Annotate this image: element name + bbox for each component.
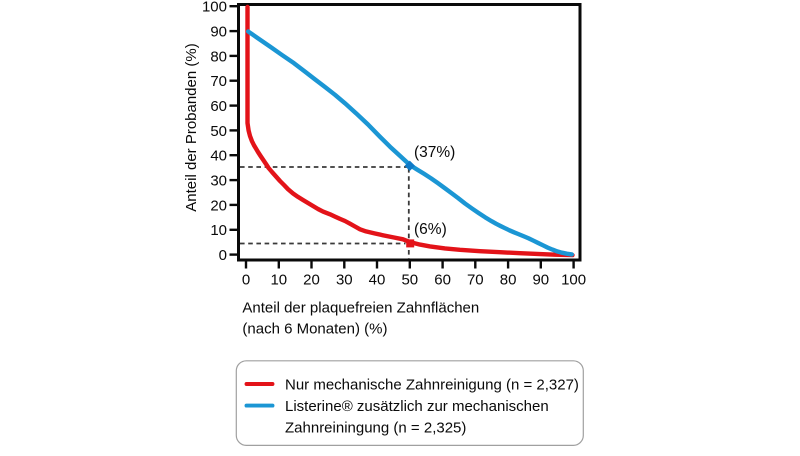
svg-text:30: 30 bbox=[336, 272, 353, 289]
svg-text:(37%): (37%) bbox=[414, 144, 455, 161]
svg-text:60: 60 bbox=[434, 272, 451, 289]
svg-text:20: 20 bbox=[303, 272, 320, 289]
svg-text:Anteil der plaquefreien Zahnfl: Anteil der plaquefreien Zahnflächen bbox=[242, 299, 479, 316]
svg-text:90: 90 bbox=[532, 272, 549, 289]
svg-text:70: 70 bbox=[467, 272, 484, 289]
svg-text:80: 80 bbox=[500, 272, 517, 289]
svg-text:100: 100 bbox=[561, 272, 586, 289]
svg-text:90: 90 bbox=[210, 24, 227, 41]
svg-text:40: 40 bbox=[210, 148, 227, 165]
svg-text:60: 60 bbox=[210, 98, 227, 115]
svg-text:70: 70 bbox=[210, 73, 227, 90]
svg-text:10: 10 bbox=[270, 272, 287, 289]
svg-text:0: 0 bbox=[242, 272, 250, 289]
svg-text:0: 0 bbox=[219, 247, 227, 264]
svg-text:(6%): (6%) bbox=[414, 221, 447, 238]
svg-text:Anteil der Probanden (%): Anteil der Probanden (%) bbox=[183, 43, 200, 211]
svg-text:40: 40 bbox=[369, 272, 386, 289]
svg-text:50: 50 bbox=[210, 123, 227, 140]
svg-text:(nach 6 Monaten) (%): (nach 6 Monaten) (%) bbox=[242, 321, 387, 338]
svg-text:30: 30 bbox=[210, 173, 227, 190]
svg-text:10: 10 bbox=[210, 222, 227, 239]
svg-text:Zahnreiningung (n = 2,325): Zahnreiningung (n = 2,325) bbox=[285, 420, 466, 437]
svg-text:20: 20 bbox=[210, 197, 227, 214]
svg-text:Nur mechanische Zahnreinigung: Nur mechanische Zahnreinigung (n = 2,327… bbox=[285, 376, 579, 393]
svg-text:80: 80 bbox=[210, 48, 227, 65]
svg-text:Listerine® zusätzlich zur mech: Listerine® zusätzlich zur mechanischen bbox=[285, 398, 549, 415]
svg-text:100: 100 bbox=[202, 0, 227, 16]
svg-text:50: 50 bbox=[401, 272, 418, 289]
